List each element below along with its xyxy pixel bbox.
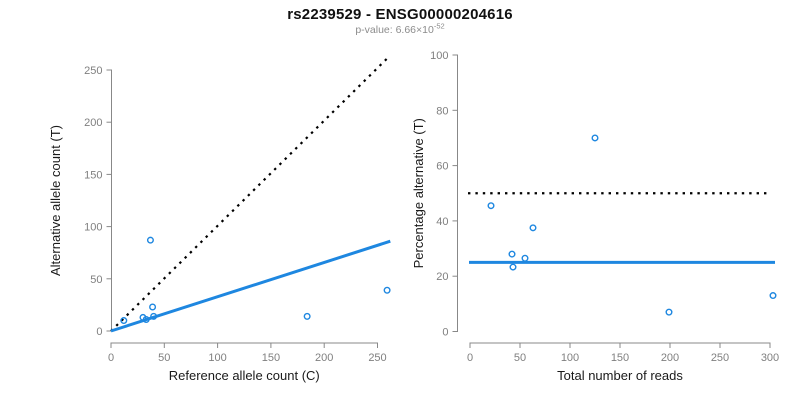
y-tick-label: 200 bbox=[84, 117, 102, 129]
y-tick-label: 50 bbox=[90, 274, 102, 286]
y-tick-label: 60 bbox=[436, 161, 448, 173]
data-point bbox=[665, 308, 673, 316]
x-tick-label: 100 bbox=[208, 352, 226, 364]
data-point bbox=[521, 254, 529, 262]
data-point bbox=[149, 303, 157, 311]
x-tick-label: 50 bbox=[514, 352, 526, 364]
y-tick-label: 0 bbox=[96, 326, 102, 338]
y-tick-label: 100 bbox=[84, 222, 102, 234]
x-tick-label: 300 bbox=[761, 352, 779, 364]
data-point bbox=[142, 316, 150, 324]
data-point bbox=[769, 292, 777, 300]
data-point bbox=[383, 286, 391, 294]
data-point bbox=[146, 236, 154, 244]
y-tick-label: 0 bbox=[442, 327, 448, 339]
x-tick-label: 100 bbox=[561, 352, 579, 364]
x-tick-label: 0 bbox=[467, 352, 473, 364]
y-tick-label: 150 bbox=[84, 169, 102, 181]
y-axis-title: Percentage alternative (T) bbox=[411, 118, 426, 268]
x-tick-label: 200 bbox=[661, 352, 679, 364]
x-axis-title: Total number of reads bbox=[557, 368, 683, 383]
y-tick-label: 250 bbox=[84, 65, 102, 77]
x-tick-label: 250 bbox=[711, 352, 729, 364]
x-tick-label: 250 bbox=[368, 352, 386, 364]
y-axis-title: Alternative allele count (T) bbox=[48, 125, 63, 276]
data-point bbox=[591, 134, 599, 142]
x-tick-label: 150 bbox=[611, 352, 629, 364]
y-tick-label: 20 bbox=[436, 271, 448, 283]
x-tick-label: 50 bbox=[158, 352, 170, 364]
data-point bbox=[487, 202, 495, 210]
y-tick-label: 80 bbox=[436, 105, 448, 117]
data-point bbox=[303, 312, 311, 320]
y-tick-label: 100 bbox=[430, 50, 448, 62]
data-point bbox=[509, 263, 517, 271]
x-axis-title: Reference allele count (C) bbox=[169, 368, 320, 383]
x-tick-label: 0 bbox=[108, 352, 114, 364]
y-tick-label: 40 bbox=[436, 216, 448, 228]
data-point bbox=[529, 224, 537, 232]
x-tick-label: 150 bbox=[262, 352, 280, 364]
data-point bbox=[150, 312, 158, 320]
data-point bbox=[508, 250, 516, 258]
identity-dotted-line bbox=[110, 56, 389, 332]
x-tick-label: 200 bbox=[315, 352, 333, 364]
regression-line bbox=[110, 239, 391, 333]
data-point bbox=[120, 317, 128, 325]
